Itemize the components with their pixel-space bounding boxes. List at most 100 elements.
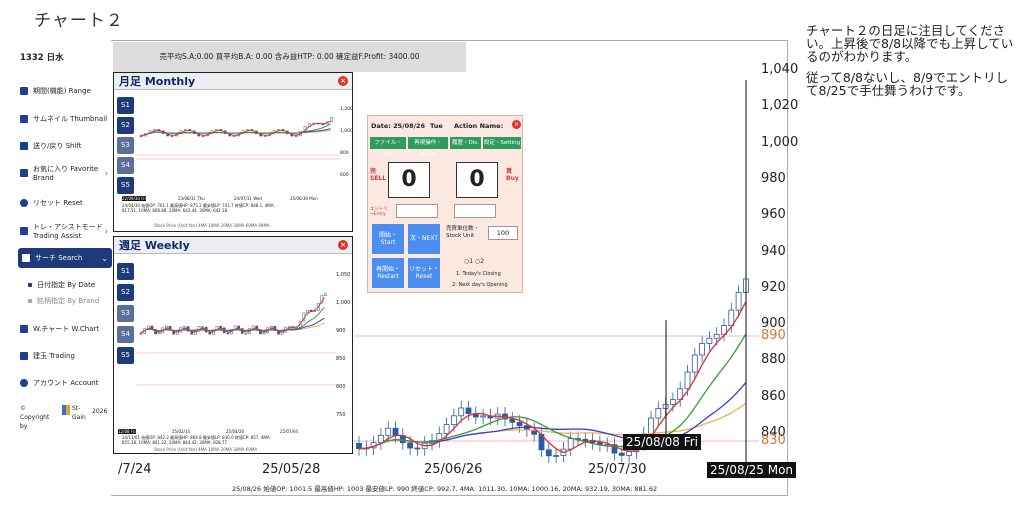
- sidebar-item-thumbnail[interactable]: サムネイル Thumbnail›: [20, 114, 120, 124]
- y-tick-11: 840: [761, 425, 786, 440]
- s1-button[interactable]: S1: [117, 263, 134, 280]
- close-icon[interactable]: ×: [338, 240, 348, 250]
- s5-button[interactable]: S5: [117, 347, 134, 364]
- sidebar-item-range[interactable]: 期間(機能) Range›: [20, 86, 120, 96]
- w-x-3: 25/04/28: [226, 429, 244, 434]
- s4-button[interactable]: S4: [117, 326, 134, 343]
- candle-body: [545, 449, 552, 457]
- sidebar-item-label: サムネイル Thumbnail: [33, 115, 108, 123]
- close-icon[interactable]: ×: [512, 120, 521, 129]
- sell-label: 売 SELL: [370, 168, 387, 182]
- candle-body: [582, 438, 589, 441]
- s1-button[interactable]: S1: [117, 97, 134, 114]
- st-gain-logo-icon: [62, 405, 70, 415]
- sidebar-item-favorite[interactable]: お気に入り Favorite Brand ›: [20, 164, 112, 182]
- calendar-icon: [20, 87, 28, 95]
- w-y-4: 850: [336, 356, 346, 362]
- restart-button[interactable]: 再開始・Restart: [372, 258, 404, 288]
- file-button[interactable]: ファイル・File: [370, 137, 406, 158]
- candle-body: [244, 333, 248, 335]
- stock-unit-label: 売買単位数・Stock Unit: [446, 226, 480, 239]
- candle-body: [480, 415, 487, 418]
- candle-body: [263, 135, 267, 137]
- weekly-chart-panel[interactable]: 週足 Weekly × S1 S2 S3 S4 S5 1,050 1,000 90…: [113, 236, 353, 454]
- sidebar-item-trading-assist[interactable]: トレ・アシストモード Trading Assist ›: [20, 222, 112, 240]
- sidebar-item-reset[interactable]: リセット Reset: [20, 198, 120, 208]
- bullet-icon: [28, 299, 32, 303]
- y-tick-7: 920: [761, 279, 786, 295]
- sidebar-item-search[interactable]: サーチ Search ⌄: [18, 248, 112, 268]
- sidebar-item-label: 送り/戻り Shift: [33, 142, 82, 150]
- sidebar-item-label: お気に入り Favorite Brand: [33, 165, 99, 182]
- candle-body: [509, 418, 516, 423]
- candle-body: [262, 332, 266, 335]
- note-paragraph-1: チャート２の日足に注目してください。上昇後で8/8以降でも上昇しているのがわかり…: [806, 23, 1014, 64]
- candle-body: [294, 135, 298, 137]
- option-2-label: 2: Next day's Opening: [452, 282, 508, 288]
- candle-body: [735, 292, 742, 311]
- w-y-2: 1,000: [336, 300, 351, 306]
- w-y-5: 800: [336, 384, 346, 390]
- s3-button[interactable]: S3: [117, 137, 134, 154]
- sidebar-item-shift[interactable]: 送り/戻り Shift›: [20, 141, 120, 151]
- search-icon: [22, 254, 30, 262]
- sell-entry-input[interactable]: [396, 204, 438, 218]
- chart-icon: [20, 325, 28, 333]
- monthly-chart-svg: [136, 117, 341, 160]
- weekly-legend: Stock Price (Unit:Yen) 4MA 10MA 20MA 30M…: [154, 447, 258, 452]
- monthly-chart-panel[interactable]: 月足 Monthly × S1 S2 S3 S4 S5 1,200 1,000 8…: [113, 72, 353, 232]
- repro-button[interactable]: 再現操作・RePro.: [408, 137, 448, 158]
- position-summary-bar: 売平均S.A:0.00 買平均B.A: 0.00 含み益HTP: 0.00 確定…: [113, 42, 466, 72]
- weekly-title-text: 週足 Weekly: [119, 239, 190, 252]
- chevron-right-icon: ›: [104, 226, 108, 236]
- candle-body: [626, 451, 632, 456]
- user-icon: [20, 379, 28, 387]
- sidebar-subitem-by-brand[interactable]: 銘柄指定 By Brand: [28, 296, 128, 306]
- buy-label: 買 Buy: [506, 168, 519, 182]
- sidebar-item-account[interactable]: アカウント Account›: [20, 378, 120, 388]
- monthly-legend: Stock Price (Unit:Yen) 4MA 10MA 20MA 30M…: [154, 223, 270, 228]
- daily-chart[interactable]: [14, 40, 788, 496]
- op-action-name: Action Name:: [454, 122, 504, 130]
- next-button[interactable]: 次・NEXT: [408, 224, 440, 254]
- start-button[interactable]: 開始・Start: [372, 224, 404, 254]
- y-tick-3: 1,000: [761, 134, 799, 150]
- s2-button[interactable]: S2: [117, 117, 134, 134]
- close-icon[interactable]: ×: [338, 76, 348, 86]
- sidebar-subitem-by-date[interactable]: 日付指定 By Date: [28, 280, 128, 290]
- reset-button[interactable]: リセット・Reset: [408, 258, 440, 288]
- buy-entry-input[interactable]: [454, 204, 496, 218]
- stock-unit-input[interactable]: 100: [488, 226, 518, 240]
- m-y-2: 1,000: [340, 129, 353, 134]
- s5-button[interactable]: S5: [117, 177, 134, 194]
- copyright-year: 2026: [92, 408, 108, 415]
- s4-button[interactable]: S4: [117, 157, 134, 174]
- y-tick-4: 980: [761, 170, 786, 186]
- weekly-info: 24/11/01 始値OP: 842.2 最高値HP: 864.8 最安値LP:…: [122, 435, 271, 445]
- candle-body: [618, 452, 625, 456]
- sidebar-item-wchart[interactable]: W.チャート W.Chart›: [20, 324, 120, 334]
- candle-body: [226, 332, 230, 335]
- sidebar-item-label: 建玉 Trading: [33, 352, 75, 360]
- y-tick-1: 1,040: [761, 62, 799, 77]
- buy-quantity[interactable]: 0: [456, 162, 498, 198]
- bullet-icon: [28, 283, 32, 287]
- sell-quantity[interactable]: 0: [388, 162, 430, 198]
- candle-body: [219, 325, 222, 329]
- s3-button[interactable]: S3: [117, 305, 134, 322]
- candle-body: [157, 332, 161, 335]
- history-button[interactable]: 履歴・Dis.: [450, 137, 481, 149]
- sidebar-item-trading[interactable]: 建玉 Trading›: [20, 351, 120, 361]
- candle-body: [611, 444, 618, 454]
- candle-body: [287, 326, 291, 328]
- explanation-notes: チャート２の日足に注目してください。上昇後で8/8以降でも上昇しているのがわかり…: [806, 24, 1018, 97]
- s2-button[interactable]: S2: [117, 284, 134, 301]
- candle-body: [201, 135, 205, 137]
- candle-body: [170, 135, 174, 138]
- setting-button[interactable]: 設定・Setting: [483, 137, 521, 149]
- candle-body: [699, 343, 705, 356]
- price-option-radios[interactable]: ○1 ○2: [464, 258, 485, 265]
- y-tick-6: 940: [761, 243, 786, 259]
- candle-body: [450, 415, 457, 426]
- candle-body: [201, 326, 204, 328]
